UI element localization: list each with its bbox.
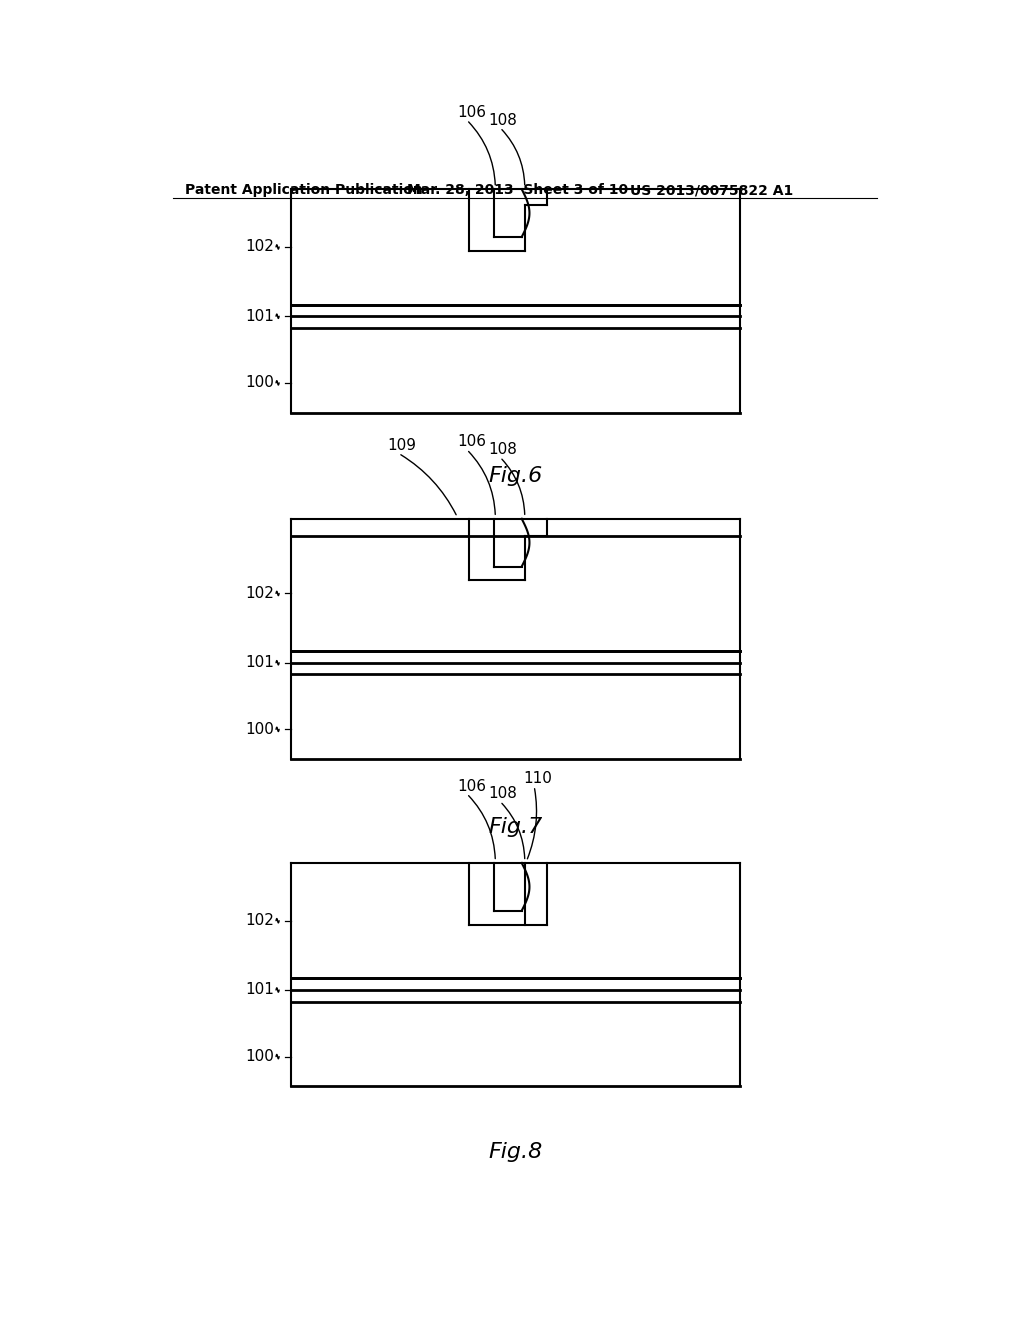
Text: 102: 102: [245, 586, 273, 601]
Text: Fig.6: Fig.6: [488, 466, 543, 486]
Text: Fig.8: Fig.8: [488, 1143, 543, 1163]
Text: Mar. 28, 2013  Sheet 3 of 10: Mar. 28, 2013 Sheet 3 of 10: [407, 183, 628, 197]
Text: 102: 102: [245, 239, 273, 255]
Text: 109: 109: [388, 438, 417, 453]
Text: 100: 100: [245, 722, 273, 737]
Text: 106: 106: [458, 434, 486, 449]
Text: 108: 108: [488, 112, 517, 128]
Text: 101: 101: [245, 655, 273, 671]
Text: 110: 110: [523, 771, 552, 785]
Text: 102: 102: [245, 913, 273, 928]
Text: 106: 106: [458, 779, 486, 793]
Text: US 2013/0075822 A1: US 2013/0075822 A1: [630, 183, 794, 197]
Text: Fig.7: Fig.7: [488, 817, 543, 837]
Text: 101: 101: [245, 309, 273, 323]
Text: 108: 108: [488, 442, 517, 457]
Text: 108: 108: [488, 787, 517, 801]
Text: 100: 100: [245, 375, 273, 391]
Text: 100: 100: [245, 1049, 273, 1064]
Text: Patent Application Publication: Patent Application Publication: [184, 183, 422, 197]
Text: 106: 106: [458, 104, 486, 120]
Text: 101: 101: [245, 982, 273, 998]
